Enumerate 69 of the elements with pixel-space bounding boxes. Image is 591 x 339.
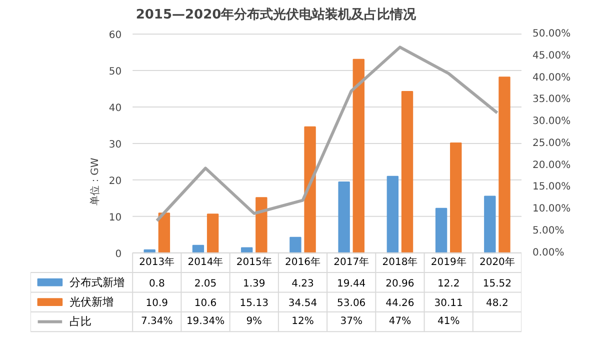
y2-tick-label: 45.00% [532,50,571,62]
data-label: 19.34% [186,316,225,328]
y-tick-label: 10 [108,212,122,224]
legend-label: 光伏新增 [69,296,114,309]
data-label: 41% [437,316,460,328]
data-label: 20.96 [386,278,414,290]
data-label: 19.44 [337,278,366,290]
chart-title: 2015—2020年分布式光伏电站装机及占比情况 [136,6,418,22]
y2-tick-label: 30.00% [532,116,571,128]
bar [484,196,496,254]
data-label: 4.23 [292,278,314,290]
bar [450,142,462,254]
y2-tick-label: 15.00% [532,182,571,193]
bar [240,247,253,254]
x-tick-label: 2015年 [236,256,272,268]
y-tick-label: 40 [108,102,122,114]
bar [304,126,316,254]
y-tick-label: 50 [108,66,122,78]
data-label: 37% [340,316,362,328]
x-tick-label: 2014年 [188,256,224,268]
bar [338,181,350,254]
data-label: 12% [292,316,314,328]
data-label: 34.54 [288,298,318,310]
bar [435,208,448,254]
data-label: 47% [388,316,412,328]
legend-label: 分布式新增 [69,276,124,289]
bar [401,90,414,254]
bar [290,236,302,254]
y-tick-label: 60 [108,30,122,42]
bar [158,212,170,254]
bar [386,176,399,254]
bar [498,76,510,254]
data-label: 48.2 [486,298,508,310]
data-label: 12.2 [437,278,460,290]
bar [256,197,268,254]
y2-tick-label: 0.00% [532,247,564,258]
y2-tick-label: 40.00% [532,72,571,84]
data-label: 2.05 [194,278,217,290]
y-tick-label: 0 [115,248,122,260]
data-label: 44.26 [386,298,414,310]
legend-label: 占比 [69,315,92,328]
data-label: 7.34% [141,316,173,328]
x-tick-label: 2018年 [382,256,418,268]
x-tick-label: 2017年 [334,256,370,268]
y2-tick-label: 50.00% [532,28,571,40]
data-label: 1.39 [242,278,266,290]
data-label: 53.06 [337,298,366,310]
y2-tick-label: 35.00% [532,94,571,106]
x-tick-label: 2020年 [479,256,515,268]
data-label: 0.8 [148,278,165,290]
data-label: 30.11 [434,298,463,310]
line-series [155,46,499,222]
data-label: 15.52 [482,278,512,290]
data-label: 10.6 [194,298,217,310]
x-tick-label: 2016年 [285,256,320,268]
y-axis-title: 单位：GW [88,158,101,206]
y-tick-label: 30 [108,139,122,150]
y2-tick-label: 20.00% [532,160,571,171]
y-tick-label: 20 [108,176,122,187]
y2-tick-label: 10.00% [532,204,571,215]
x-tick-label: 2019年 [430,256,466,268]
y2-tick-label: 5.00% [532,225,564,236]
bar [206,214,219,254]
data-label: 15.13 [240,298,268,310]
x-tick-label: 2013年 [139,256,175,268]
data-label: 10.9 [146,298,168,310]
data-label: 9% [246,316,262,328]
bar [352,58,364,254]
y2-tick-label: 25.00% [532,138,571,149]
